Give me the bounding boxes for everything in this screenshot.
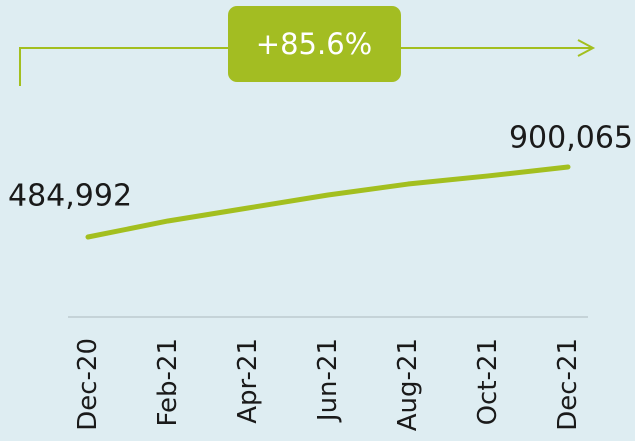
line (85, 164, 571, 240)
x-tick-label: Feb-21 (153, 338, 183, 427)
x-tick-label: Apr-21 (233, 338, 263, 424)
x-tick-label: Jun-21 (313, 338, 343, 423)
data-label: 900,065 (509, 121, 633, 156)
x-tick-label: Dec-20 (73, 338, 103, 431)
x-tick-label: Aug-21 (393, 338, 423, 431)
annotation-box (228, 6, 401, 82)
annotation: +85.6% (256, 27, 372, 61)
x-tick-label: Oct-21 (473, 338, 503, 425)
growth-arrow (19, 39, 596, 86)
data-label: 484,992 (8, 179, 132, 214)
x-tick-label: Dec-21 (553, 338, 583, 431)
